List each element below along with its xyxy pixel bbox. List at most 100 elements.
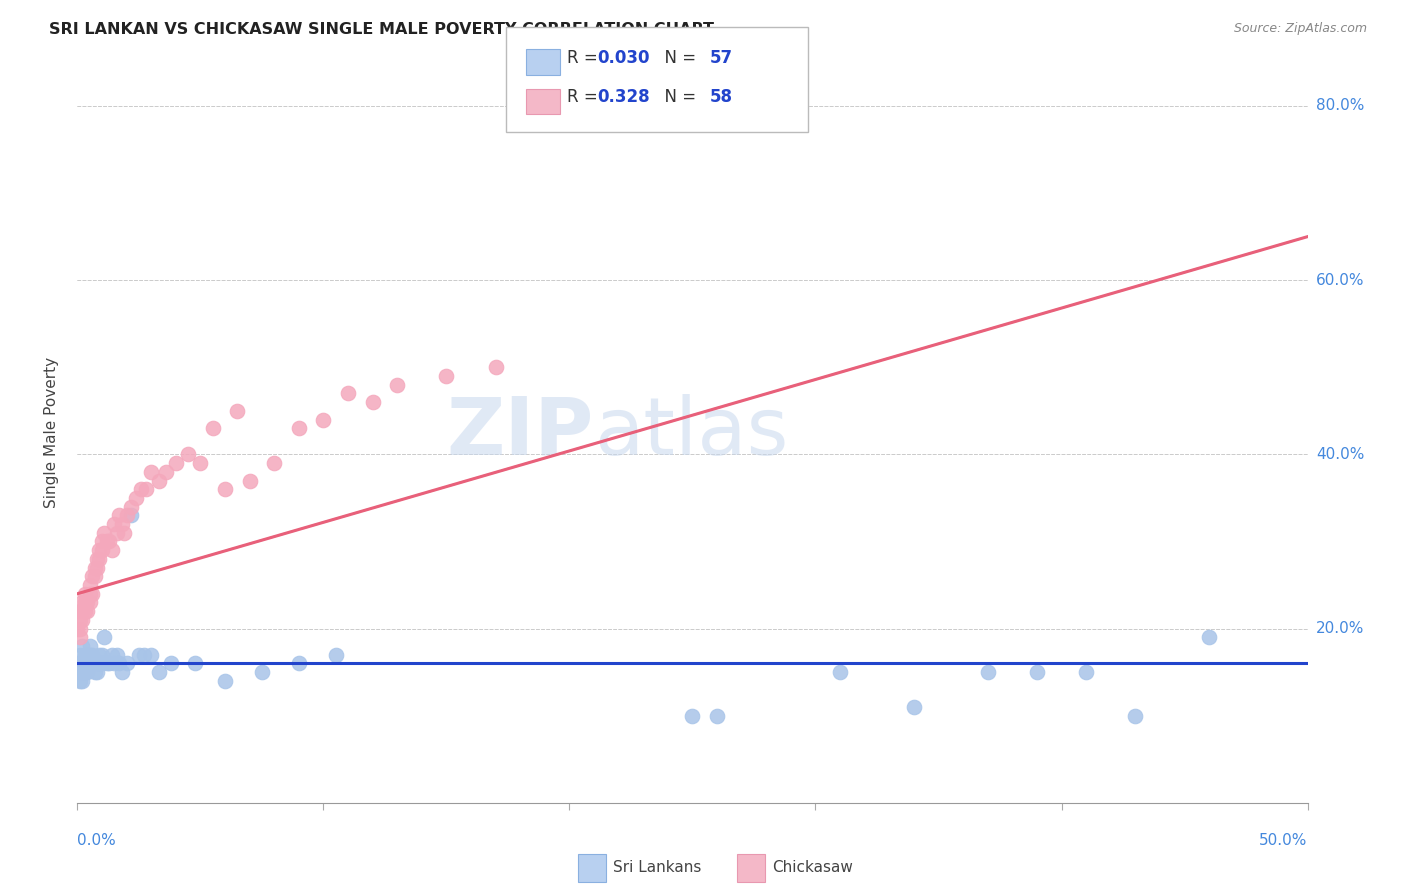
Point [148,474,170,488]
Point [103,657,125,671]
Point [1026,665,1049,680]
Point [288,421,311,435]
Point [69,622,91,636]
Point [93,525,115,540]
Point [141,648,163,662]
Point [89,552,111,566]
Point [93,630,115,644]
Text: Sri Lankans: Sri Lankans [613,860,702,874]
Point [83,560,105,574]
Point [69,604,91,618]
Point [226,404,249,418]
Text: N =: N = [654,49,702,67]
Point [73,648,96,662]
Point [682,708,704,723]
Point [89,648,111,662]
Point [79,595,101,609]
Point [111,665,132,680]
Point [977,665,1000,680]
Point [132,648,155,662]
Point [70,657,93,671]
Text: 20.0%: 20.0% [1316,621,1364,636]
Point [69,665,91,680]
Point [89,657,111,671]
Point [82,657,104,671]
Point [1076,665,1098,680]
Point [325,648,347,662]
Point [385,377,409,392]
Point [148,665,170,680]
Text: 80.0%: 80.0% [1316,98,1364,113]
Text: R =: R = [567,88,603,106]
Text: Source: ZipAtlas.com: Source: ZipAtlas.com [1233,22,1367,36]
Point [239,474,262,488]
Point [288,657,311,671]
Point [250,665,273,680]
Point [115,657,138,671]
Point [108,657,131,671]
Point [90,543,114,558]
Point [903,700,925,714]
Point [76,604,98,618]
Point [184,657,207,671]
Point [155,465,177,479]
Point [82,648,104,662]
Point [69,673,91,688]
Y-axis label: Single Male Poverty: Single Male Poverty [44,357,59,508]
Point [141,465,163,479]
Point [90,657,114,671]
Point [73,665,96,680]
Point [70,639,93,653]
Point [105,648,128,662]
Point [115,508,138,523]
Point [128,648,150,662]
Point [177,447,200,461]
Text: 57: 57 [710,49,733,67]
Point [86,552,108,566]
Point [830,665,852,680]
Point [214,673,236,688]
Point [79,578,101,592]
Point [135,482,157,496]
Point [73,657,96,671]
Point [188,456,212,470]
Point [73,595,96,609]
Point [129,482,153,496]
Point [361,395,384,409]
Point [73,604,96,618]
Point [108,508,131,523]
Point [98,657,121,671]
Point [76,657,98,671]
Point [706,708,728,723]
Point [125,491,148,505]
Text: 58: 58 [710,88,733,106]
Point [121,500,143,514]
Point [79,657,101,671]
Point [66,657,89,671]
Point [73,587,96,601]
Point [111,517,132,532]
Point [160,657,183,671]
Point [98,534,121,549]
Point [214,482,236,496]
Point [70,595,93,609]
Point [79,648,101,662]
Point [1198,630,1220,644]
Point [96,657,118,671]
Point [485,360,508,375]
Point [70,665,93,680]
Point [121,508,143,523]
Point [79,587,101,601]
Point [1125,708,1147,723]
Point [101,648,124,662]
Point [90,534,114,549]
Point [70,604,93,618]
Point [312,412,335,426]
Point [112,525,135,540]
Text: 0.0%: 0.0% [77,833,117,848]
Point [83,657,105,671]
Text: 50.0%: 50.0% [1260,833,1308,848]
Point [70,673,93,688]
Point [76,665,98,680]
Point [69,630,91,644]
